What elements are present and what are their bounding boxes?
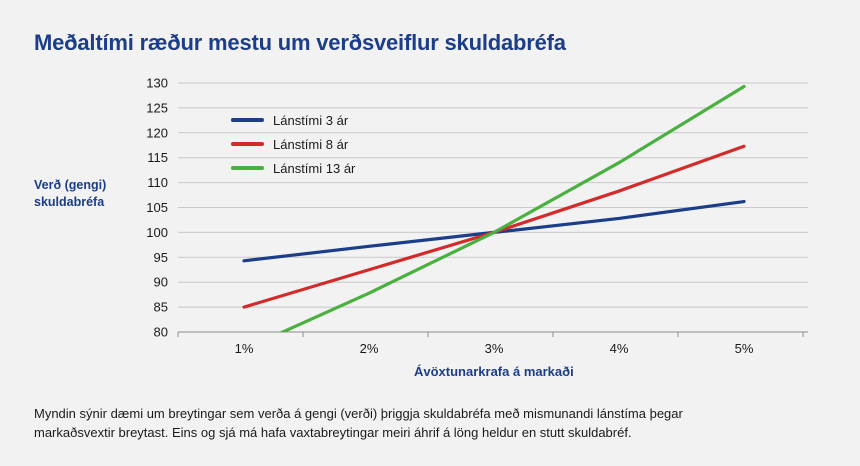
x-tick-label: 4% bbox=[610, 341, 629, 356]
y-tick-label: 130 bbox=[146, 76, 168, 91]
x-tick-label: 3% bbox=[485, 341, 504, 356]
x-tick-label: 1% bbox=[235, 341, 254, 356]
y-tick-label: 110 bbox=[147, 175, 168, 190]
caption: Myndin sýnir dæmi um breytingar sem verð… bbox=[34, 404, 826, 442]
y-tick-label: 105 bbox=[146, 200, 168, 215]
legend-label-2: Lánstími 8 ár bbox=[273, 137, 349, 152]
y-tick-label: 100 bbox=[146, 225, 168, 240]
x-tick-label: 5% bbox=[735, 341, 754, 356]
y-tick-label: 85 bbox=[154, 300, 168, 315]
y-axis-label: Verð (gengi) skuldabréfa bbox=[34, 177, 144, 211]
y-axis-label-line-1: Verð (gengi) bbox=[34, 178, 107, 192]
series-lines bbox=[242, 84, 746, 332]
axes: 80 85 90 95 100 105 110 115 120 125 130 1% 2% 3% 4% 5% bbox=[146, 76, 808, 356]
y-tick-label: 95 bbox=[154, 250, 168, 265]
y-tick-label: 120 bbox=[146, 125, 168, 140]
legend-label-3: Lánstími 13 ár bbox=[273, 161, 356, 176]
x-tick-label: 2% bbox=[360, 341, 379, 356]
series-line-3 bbox=[278, 84, 746, 332]
y-tick-label: 125 bbox=[146, 100, 168, 115]
x-axis-label: Ávöxtunarkrafa á markaði bbox=[414, 364, 574, 379]
y-tick-label: 90 bbox=[154, 275, 168, 290]
y-tick-label: 115 bbox=[147, 150, 168, 165]
legend-label-1: Lánstími 3 ár bbox=[273, 113, 349, 128]
y-axis-label-line-2: skuldabréfa bbox=[34, 195, 105, 209]
caption-line-2: markaðsvextir breytast. Eins og sjá má h… bbox=[34, 425, 632, 440]
chart-title: Meðaltími ræður mestu um verðsveiflur sk… bbox=[34, 30, 566, 55]
y-tick-label: 80 bbox=[154, 325, 168, 340]
legend: Lánstími 3 ár Lánstími 8 ár Lánstími 13 ár bbox=[231, 113, 356, 176]
caption-line-1: Myndin sýnir dæmi um breytingar sem verð… bbox=[34, 406, 683, 421]
